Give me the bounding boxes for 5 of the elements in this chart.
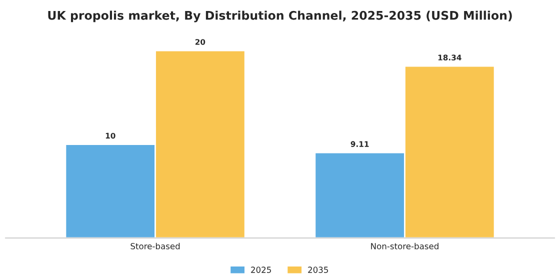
x-tick-label: Store-based — [130, 242, 180, 250]
legend-label: 2035 — [308, 266, 328, 273]
legend-label: 2025 — [251, 266, 271, 273]
chart-title: UK propolis market, By Distribution Channel, 2025-2035 (USD Million) — [48, 10, 512, 22]
x-tick-label: Non-store-based — [371, 242, 438, 250]
